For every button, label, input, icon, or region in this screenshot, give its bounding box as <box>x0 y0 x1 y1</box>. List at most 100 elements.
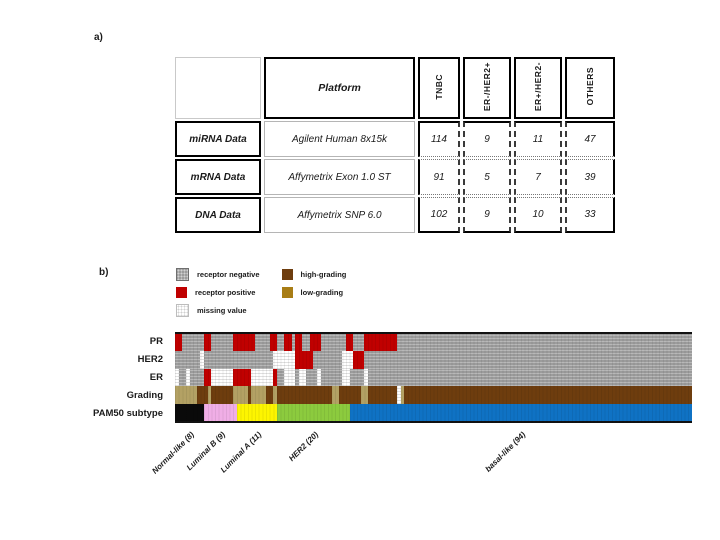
heatmap-segment <box>364 334 398 352</box>
heatmap-segment <box>251 386 267 404</box>
heatmap-segment <box>276 386 332 404</box>
heatmap-segment <box>251 368 274 387</box>
heatmap-segment <box>291 334 296 352</box>
heatmap-segment <box>306 368 317 387</box>
panel-a-label: a) <box>94 32 103 43</box>
high-grading-swatch <box>281 269 293 280</box>
group-label-basal-like: basal-like (94) <box>483 430 528 474</box>
heatmap-segment <box>342 368 350 387</box>
heatmap-segment <box>338 386 361 404</box>
platform-cell: Affymetrix SNP 6.0 <box>264 197 415 233</box>
heatmap-segment <box>266 386 274 404</box>
row-label-mrna: mRNA Data <box>175 159 261 195</box>
heatmap-segment <box>276 368 285 387</box>
heatmap-segment <box>233 386 248 404</box>
value-cell: 39 <box>565 159 615 195</box>
value-cell: 102 <box>418 197 460 233</box>
legend-label: low-grading <box>300 288 344 297</box>
legend-right-column: high-grading low-grading <box>281 266 347 320</box>
legend-item-high-grading: high-grading <box>281 266 347 283</box>
heatmap-segment <box>295 351 314 369</box>
panel-b-label: b) <box>99 267 109 278</box>
heatmap-segment <box>342 351 354 369</box>
heatmap-segment <box>273 351 296 369</box>
heatmap-track-her2 <box>175 351 692 369</box>
heatmap-segment <box>211 368 234 387</box>
legend-left-column: receptor negative receptor positive miss… <box>176 266 260 320</box>
value-cell: 11 <box>514 121 562 157</box>
heatmap-segment <box>353 351 365 369</box>
column-header-others: OTHERS <box>565 57 615 119</box>
heatmap-segment <box>353 334 365 352</box>
heatmap-segment <box>200 351 205 369</box>
heatmap-segment <box>211 386 234 404</box>
heatmap-segment <box>204 334 212 352</box>
value-cell: 114 <box>418 121 460 157</box>
heatmap-row-label: ER <box>149 372 163 383</box>
legend-label: missing value <box>197 306 247 315</box>
column-header-tnbc: TNBC <box>418 57 460 119</box>
heatmap-segment <box>276 334 285 352</box>
row-label-dna: DNA Data <box>175 197 261 233</box>
heatmap-segment <box>397 386 401 404</box>
low-grading-swatch <box>281 287 293 298</box>
row-label-mirna: miRNA Data <box>175 121 261 157</box>
value-cell: 9 <box>463 121 511 157</box>
platform-cell: Affymetrix Exon 1.0 ST <box>264 159 415 195</box>
heatmap-segment <box>313 351 343 369</box>
heatmap-segment <box>349 368 365 387</box>
heatmap-segment <box>189 368 205 387</box>
heatmap-legend: receptor negative receptor positive miss… <box>176 266 346 320</box>
heatmap-segment <box>320 334 347 352</box>
heatmap-segment <box>309 334 321 352</box>
legend-item-missing-value: missing value <box>176 302 260 319</box>
heatmap-segment <box>175 334 183 352</box>
receptor-negative-swatch <box>176 268 189 281</box>
heatmap-segment <box>204 351 274 369</box>
heatmap-segment <box>175 386 197 404</box>
heatmap-segment <box>211 334 234 352</box>
heatmap-row-label: PR <box>149 335 163 347</box>
receptor-positive-swatch <box>176 287 187 298</box>
platform-column-header: Platform <box>264 57 415 119</box>
heatmap-segment <box>175 403 205 422</box>
heatmap-segment <box>364 351 692 369</box>
legend-label: high-grading <box>300 270 347 279</box>
legend-item-low-grading: low-grading <box>281 284 347 301</box>
legend-label: receptor positive <box>195 288 256 297</box>
heatmap-segment <box>295 334 303 352</box>
legend-item-receptor-positive: receptor positive <box>176 284 260 301</box>
heatmap-segment <box>269 334 277 352</box>
heatmap-segment <box>404 386 692 404</box>
heatmap-segment <box>185 368 190 387</box>
value-cell: 9 <box>463 197 511 233</box>
group-label-her2: HER2 (20) <box>286 430 320 464</box>
table-corner-cell <box>175 57 261 119</box>
heatmap-segment <box>196 386 208 404</box>
value-cell: 10 <box>514 197 562 233</box>
column-header-er-pos-her2-neg: ER+/HER2- <box>514 57 562 119</box>
platform-cell: Agilent Human 8x15k <box>264 121 415 157</box>
value-cell: 33 <box>565 197 615 233</box>
heatmap-segment <box>204 403 237 422</box>
legend-label: receptor negative <box>197 270 260 279</box>
value-cell: 5 <box>463 159 511 195</box>
heatmap-track-er <box>175 368 692 387</box>
legend-item-receptor-negative: receptor negative <box>176 266 260 283</box>
heatmap-segment <box>295 368 299 387</box>
heatmap-segment <box>236 403 277 422</box>
heatmap-segment <box>400 386 405 404</box>
heatmap-track-grading <box>175 386 692 404</box>
heatmap-segment <box>346 334 354 352</box>
heatmap-row-label: HER2 <box>137 353 163 365</box>
table-row: DNA Data Affymetrix SNP 6.0 102 9 10 33 <box>175 197 615 233</box>
heatmap-row-label: Grading <box>126 390 163 402</box>
heatmap-segment <box>298 368 307 387</box>
heatmap-segment <box>360 386 368 404</box>
heatmap-segment <box>349 403 692 422</box>
heatmap-segment <box>204 368 212 387</box>
heatmap-track-pr <box>175 334 692 352</box>
table-row: miRNA Data Agilent Human 8x15k 114 9 11 … <box>175 121 615 157</box>
heatmap-segment <box>273 386 277 404</box>
heatmap-segment <box>320 368 343 387</box>
